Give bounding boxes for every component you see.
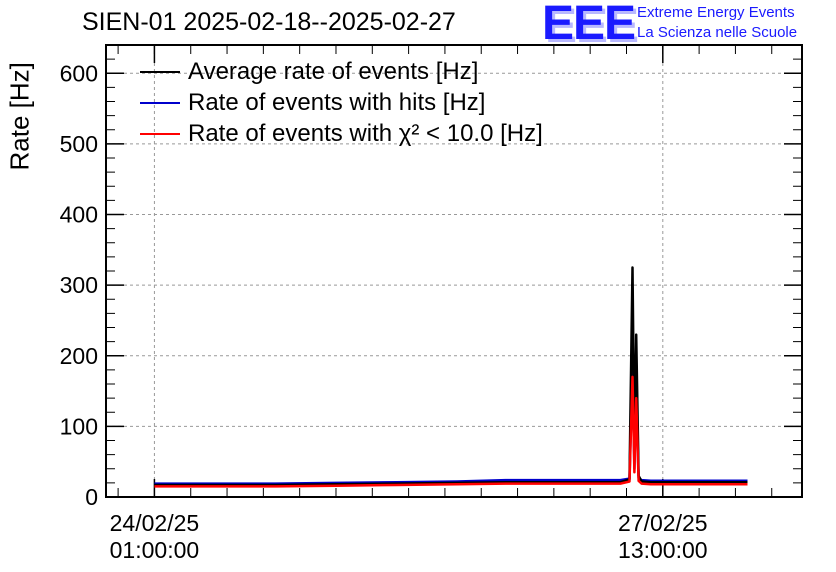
y-tick-label: 600: [60, 60, 98, 86]
x-tick-label-time: 01:00:00: [110, 537, 200, 563]
series-line-2: [154, 375, 748, 488]
y-tick-label: 400: [60, 202, 98, 228]
legend-item-chi2: Rate of events with χ² < 10.0 [Hz]: [140, 119, 543, 149]
x-tick-label-date: 27/02/25: [618, 510, 708, 536]
logo-subtitle-line1: Extreme Energy Events: [637, 4, 795, 21]
legend-swatch-hits: [140, 102, 180, 104]
logo-subtitle-line2: La Scienza nelle Scuole: [637, 24, 798, 41]
series-line-1: [154, 365, 748, 485]
series-line-0: [154, 266, 748, 487]
legend-swatch-average: [140, 71, 180, 73]
x-tick-label-date: 24/02/25: [110, 510, 200, 536]
y-tick-label: 500: [60, 131, 98, 157]
legend-item-average: Average rate of events [Hz]: [140, 57, 478, 87]
y-tick-label: 100: [60, 413, 98, 439]
x-tick-label-time: 13:00:00: [618, 537, 708, 563]
legend-label-chi2: Rate of events with χ² < 10.0 [Hz]: [188, 120, 543, 147]
chart-title: SIEN-01 2025-02-18--2025-02-27: [82, 8, 456, 36]
y-tick-label: 0: [85, 484, 98, 510]
eee-logo: EEE: [542, 0, 636, 50]
legend-item-hits: Rate of events with hits [Hz]: [140, 88, 485, 118]
y-tick-label: 200: [60, 343, 98, 369]
y-tick-label: 300: [60, 272, 98, 298]
legend-label-average: Average rate of events [Hz]: [188, 58, 479, 85]
legend-label-hits: Rate of events with hits [Hz]: [188, 89, 486, 116]
legend-swatch-chi2: [140, 133, 180, 135]
